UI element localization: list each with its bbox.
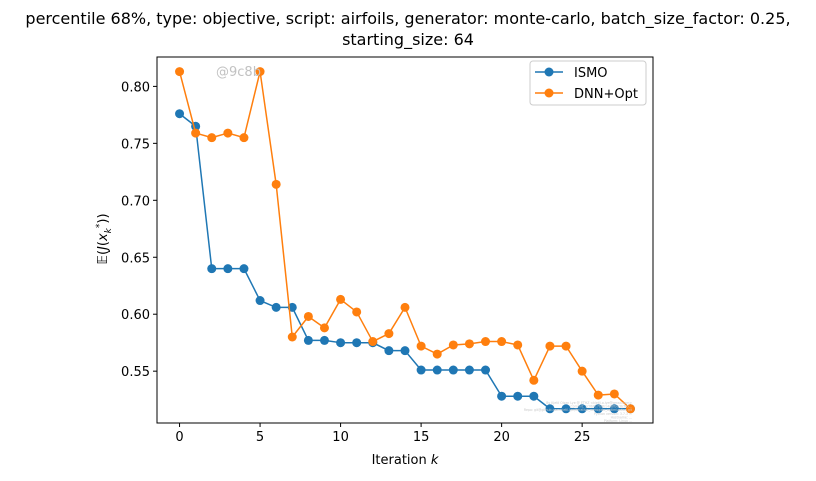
data-point-dnn-opt <box>432 349 442 359</box>
watermark: @9c8b <box>216 65 261 80</box>
axis-ticks: 0 5 10 15 20 25 0.55 0.60 0.65 0.70 0.75 0.80 <box>121 80 590 445</box>
data-point-ismo <box>561 404 571 414</box>
data-point-dnn-opt <box>287 332 297 342</box>
x-tick-label: 0 <box>175 430 183 445</box>
data-point-ismo <box>577 404 587 414</box>
fine-print-line: Hostname: ... <box>611 415 632 419</box>
data-point-dnn-opt <box>384 329 394 339</box>
data-point-dnn-opt <box>175 67 185 77</box>
data-point-dnn-opt <box>336 294 346 304</box>
data-point-dnn-opt <box>368 337 378 347</box>
data-point-dnn-opt <box>448 340 458 350</box>
data-point-dnn-opt <box>545 341 555 351</box>
data-point-ismo <box>400 346 410 356</box>
data-point-dnn-opt <box>609 389 619 399</box>
data-point-dnn-opt <box>239 133 249 143</box>
legend-marker-dnn-opt <box>544 88 554 98</box>
data-point-ismo <box>223 264 233 274</box>
data-point-ismo <box>416 365 426 375</box>
data-point-ismo <box>255 296 265 306</box>
data-point-ismo <box>481 365 491 375</box>
data-point-ismo <box>175 109 185 119</box>
data-point-dnn-opt <box>481 337 491 347</box>
plot-data <box>175 67 635 414</box>
legend-label-ismo: ISMO <box>574 66 608 81</box>
x-tick-label: 25 <box>574 430 591 445</box>
data-point-dnn-opt <box>303 311 313 321</box>
x-tick-label: 10 <box>332 430 349 445</box>
data-point-dnn-opt <box>513 340 523 350</box>
plot-frame <box>156 56 654 424</box>
data-point-ismo <box>593 404 603 414</box>
data-point-ismo <box>497 391 507 401</box>
data-point-dnn-opt <box>464 339 474 349</box>
data-point-dnn-opt <box>561 341 571 351</box>
data-point-ismo <box>384 346 394 356</box>
data-point-ismo <box>352 338 362 348</box>
fine-print-line: Repo: git@github.com:kjetil-lye/iterativ… <box>524 408 633 412</box>
data-point-dnn-opt <box>223 128 233 138</box>
data-point-ismo <box>432 365 442 375</box>
x-axis-label: Iteration k <box>372 453 439 468</box>
data-point-ismo <box>464 365 474 375</box>
y-tick-label: 0.65 <box>121 251 150 266</box>
fine-print-line: Python version: 3.7.3 ... <box>594 412 632 416</box>
data-point-ismo <box>529 391 539 401</box>
fine-print-line: By Kjetil Olsen Lye @ ETHZ <kjetil.o.lye… <box>546 401 632 405</box>
chart-title-line-1: percentile 68%, type: objective, script:… <box>25 9 790 29</box>
x-tick-label: 5 <box>256 430 264 445</box>
y-tick-label: 0.80 <box>121 80 150 95</box>
data-point-dnn-opt <box>497 337 507 347</box>
x-tick-label: 15 <box>413 430 430 445</box>
legend: ISMO DNN+Opt <box>529 60 647 106</box>
data-point-dnn-opt <box>319 323 329 333</box>
legend-label-dnn-opt: DNN+Opt <box>574 87 638 102</box>
x-tick-label: 20 <box>493 430 510 445</box>
y-tick-label: 0.75 <box>121 137 150 152</box>
chart-title-line-2: starting_size: 64 <box>342 30 474 50</box>
data-point-ismo <box>545 404 555 414</box>
data-point-dnn-opt <box>577 366 587 376</box>
data-point-dnn-opt <box>191 128 201 138</box>
legend-marker-ismo <box>544 67 554 77</box>
data-point-dnn-opt <box>207 133 217 143</box>
data-point-ismo <box>336 338 346 348</box>
data-point-ismo <box>239 264 249 274</box>
y-tick-label: 0.70 <box>121 194 150 209</box>
data-point-ismo <box>303 335 313 345</box>
data-point-dnn-opt <box>625 404 635 414</box>
data-point-dnn-opt <box>416 341 426 351</box>
data-point-dnn-opt <box>400 302 410 312</box>
data-point-ismo <box>207 264 217 274</box>
y-tick-label: 0.55 <box>121 365 150 380</box>
fine-print-line: Commit: 1c0b017b6b14a8fb0c8cf65... <box>570 405 632 409</box>
data-point-dnn-opt <box>352 307 362 317</box>
data-point-ismo <box>513 391 523 401</box>
data-point-ismo <box>448 365 458 375</box>
data-point-ismo <box>271 302 281 312</box>
fine-print: By Kjetil Olsen Lye @ ETHZ <kjetil.o.lye… <box>524 401 633 423</box>
data-point-ismo <box>609 404 619 414</box>
data-point-dnn-opt <box>593 390 603 400</box>
data-point-dnn-opt <box>255 67 265 77</box>
data-point-dnn-opt <box>271 179 281 189</box>
data-point-ismo <box>319 335 329 345</box>
y-tick-label: 0.60 <box>121 308 150 323</box>
data-point-dnn-opt <box>529 375 539 385</box>
fine-print-line: Platform: Linux ... <box>604 419 632 423</box>
